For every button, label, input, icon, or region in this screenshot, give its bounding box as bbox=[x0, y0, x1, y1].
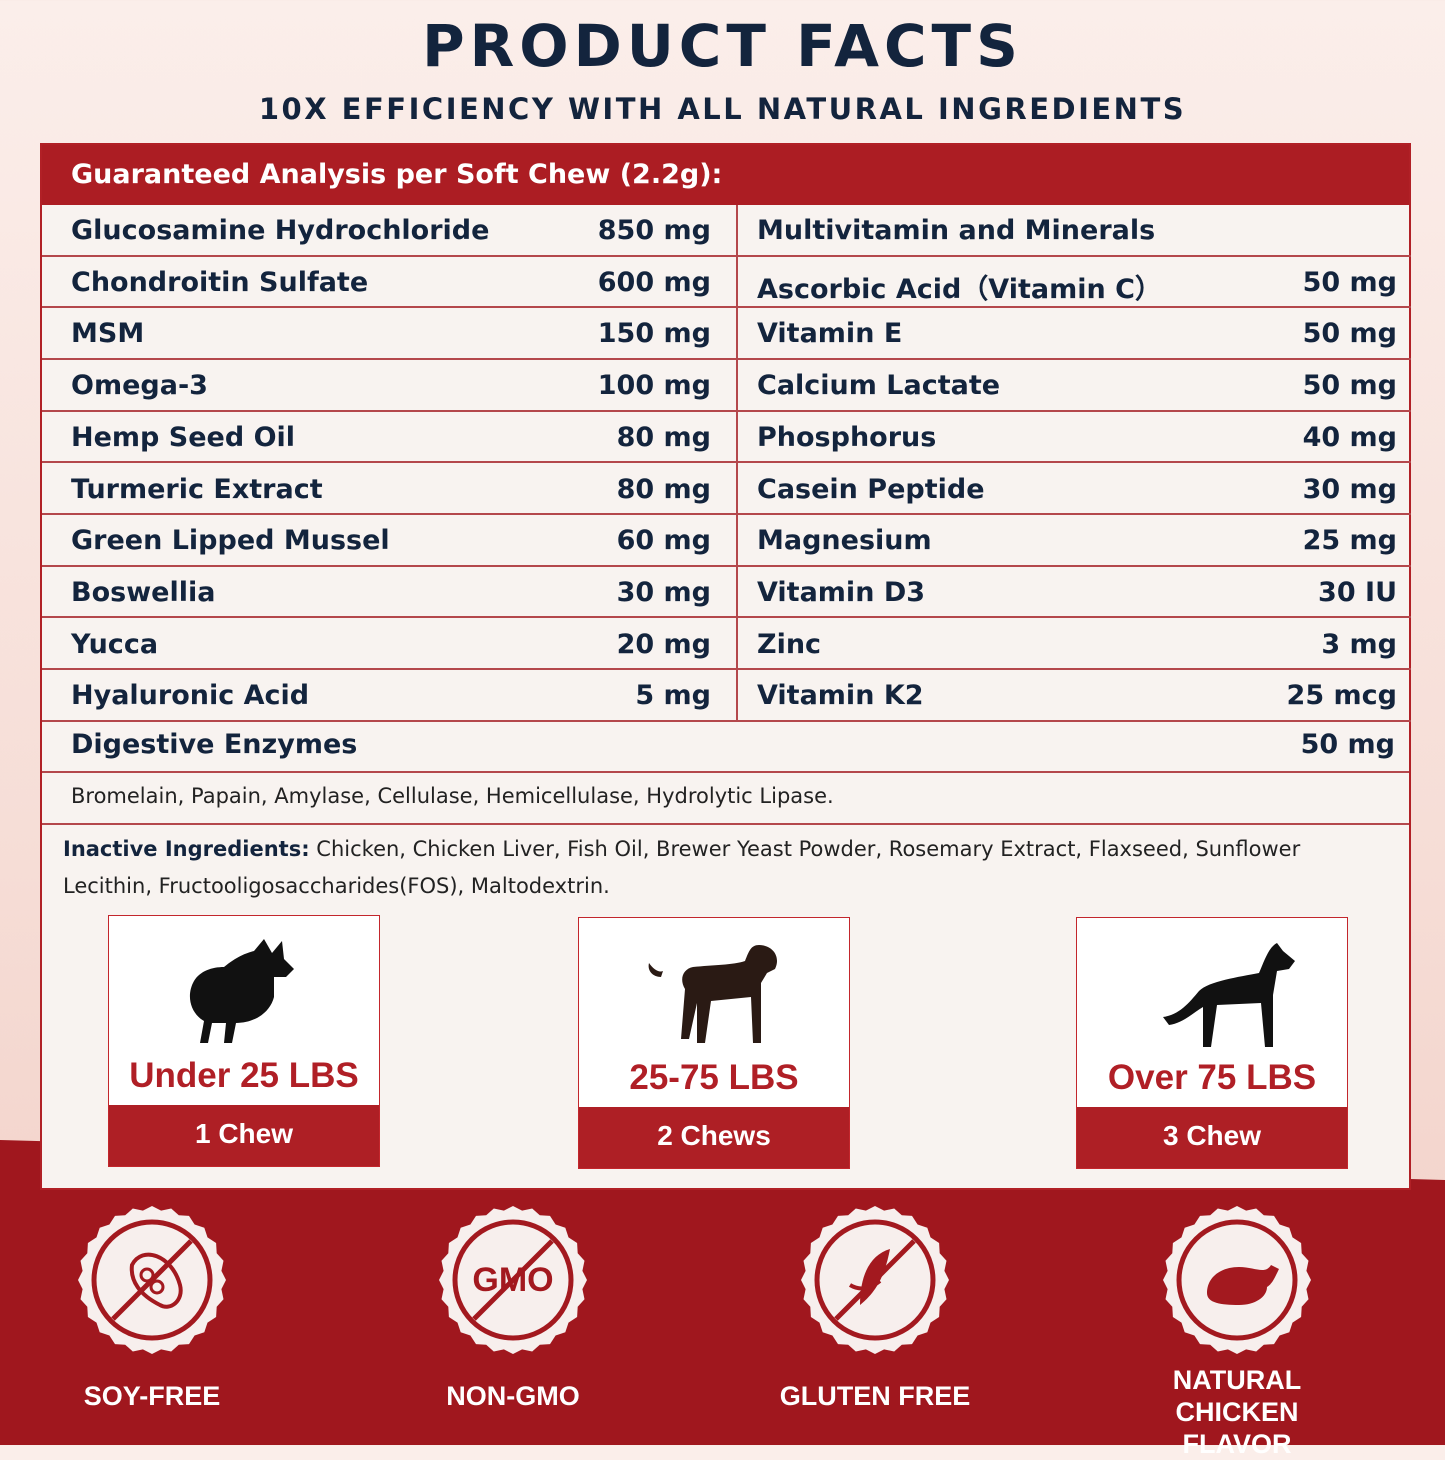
dosage-card-large: Over 75 LBS 3 Chew bbox=[1076, 917, 1348, 1169]
small-dog-icon bbox=[189, 939, 294, 1043]
inactive-text: Chicken, Chicken Liver, Fish Oil, Brewer… bbox=[63, 837, 1301, 898]
right-ingredient-row: Vitamin D3 30 IU bbox=[737, 567, 1411, 619]
large-dog-icon bbox=[1163, 943, 1295, 1047]
dose-label: 3 Chew bbox=[1077, 1107, 1347, 1168]
left-ingredient-row: Hemp Seed Oil 80 mg bbox=[42, 412, 737, 464]
ingredient-name: Vitamin K2 bbox=[757, 680, 924, 712]
badge-label: NATURAL CHICKEN FLAVOR bbox=[1172, 1365, 1302, 1459]
table-heading: Guaranteed Analysis per Soft Chew (2.2g)… bbox=[42, 145, 1409, 205]
ingredient-name: Ascorbic Acid（Vitamin C） bbox=[757, 273, 1162, 305]
no-soy-icon bbox=[78, 1206, 226, 1354]
right-ingredient-row: Calcium Lactate 50 mg bbox=[737, 360, 1411, 412]
ingredient-value: 5 mg bbox=[635, 680, 711, 712]
gmo-icon-text: GMO bbox=[472, 1261, 553, 1299]
weight-label: 25-75 LBS bbox=[629, 1058, 799, 1097]
ingredient-value: 25 mg bbox=[1302, 525, 1397, 557]
dose-label: 1 Chew bbox=[109, 1105, 379, 1166]
enzymes-list: Bromelain, Papain, Amylase, Cellulase, H… bbox=[42, 773, 1409, 825]
ingredient-name: Calcium Lactate bbox=[757, 370, 1001, 402]
inactive-ingredients: Inactive Ingredients: Chicken, Chicken L… bbox=[63, 831, 1363, 905]
right-ingredient-row: Ascorbic Acid（Vitamin C） 50 mg bbox=[737, 257, 1411, 309]
ingredient-name: Vitamin D3 bbox=[757, 576, 926, 608]
ingredient-value: 80 mg bbox=[616, 421, 711, 453]
ingredient-name: Green Lipped Mussel bbox=[71, 525, 390, 557]
ingredient-value: 40 mg bbox=[1302, 421, 1397, 453]
page-subtitle: 10X EFFICIENCY WITH ALL NATURAL INGREDIE… bbox=[258, 92, 1187, 126]
ingredient-value: 50 mg bbox=[1302, 318, 1397, 350]
right-ingredient-row: Magnesium 25 mg bbox=[737, 515, 1411, 567]
ingredient-value: 50 mg bbox=[1302, 266, 1397, 298]
dosage-card-small: Under 25 LBS 1 Chew bbox=[108, 915, 380, 1167]
page-title: PRODUCT FACTS bbox=[422, 12, 1023, 80]
ingredient-name: Casein Peptide bbox=[757, 473, 985, 505]
left-ingredient-row: MSM 150 mg bbox=[42, 308, 737, 360]
right-ingredient-row: Phosphorus 40 mg bbox=[737, 412, 1411, 464]
no-gluten-icon bbox=[801, 1206, 949, 1354]
left-ingredient-row: Chondroitin Sulfate 600 mg bbox=[42, 257, 737, 309]
left-ingredient-row: Turmeric Extract 80 mg bbox=[42, 464, 737, 516]
ingredient-name: Hyaluronic Acid bbox=[71, 680, 310, 712]
right-ingredient-row: Zinc 3 mg bbox=[737, 619, 1411, 671]
badge-label: NON-GMO bbox=[446, 1381, 580, 1411]
ingredient-name: Turmeric Extract bbox=[71, 473, 323, 505]
ingredient-value: 50 mg bbox=[1300, 729, 1395, 760]
ingredient-value: 30 IU bbox=[1318, 576, 1397, 608]
weight-label: Over 75 LBS bbox=[1107, 1058, 1317, 1097]
ingredient-value: 600 mg bbox=[597, 266, 711, 298]
ingredient-value: 50 mg bbox=[1302, 370, 1397, 402]
left-ingredient-row: Omega-3 100 mg bbox=[42, 360, 737, 412]
ingredient-name: Yucca bbox=[71, 628, 159, 660]
ingredient-value: 150 mg bbox=[597, 318, 711, 350]
guaranteed-analysis-table: Guaranteed Analysis per Soft Chew (2.2g)… bbox=[40, 143, 1411, 1190]
ingredient-value: 100 mg bbox=[597, 370, 711, 402]
ingredient-value: 30 mg bbox=[1302, 473, 1397, 505]
ingredient-name: Digestive Enzymes bbox=[71, 729, 358, 760]
right-ingredient-row: Multivitamin and Minerals bbox=[737, 205, 1411, 257]
ingredient-name: Omega-3 bbox=[71, 370, 208, 402]
left-ingredient-row: Hyaluronic Acid 5 mg bbox=[42, 670, 737, 722]
ingredient-value: 60 mg bbox=[616, 525, 711, 557]
column-divider bbox=[736, 205, 738, 722]
digestive-enzymes-row: Digestive Enzymes 50 mg bbox=[42, 722, 1409, 773]
ingredient-value: 80 mg bbox=[616, 473, 711, 505]
right-ingredient-row: Vitamin K2 25 mcg bbox=[737, 670, 1411, 722]
ingredient-name: Magnesium bbox=[757, 525, 932, 557]
ingredient-name: Phosphorus bbox=[757, 421, 937, 453]
ingredient-name: Boswellia bbox=[71, 576, 216, 608]
weight-label: Under 25 LBS bbox=[129, 1056, 359, 1095]
ingredient-name: Zinc bbox=[757, 628, 822, 660]
inactive-label: Inactive Ingredients: bbox=[63, 837, 310, 861]
left-ingredient-row: Glucosamine Hydrochloride 850 mg bbox=[42, 205, 737, 257]
ingredient-name: Multivitamin and Minerals bbox=[757, 215, 1156, 246]
left-ingredient-row: Yucca 20 mg bbox=[42, 619, 737, 671]
left-ingredient-row: Green Lipped Mussel 60 mg bbox=[42, 515, 737, 567]
dosage-card-medium: 25-75 LBS 2 Chews bbox=[578, 917, 850, 1169]
ingredient-value: 25 mcg bbox=[1286, 680, 1397, 712]
ingredient-value: 850 mg bbox=[597, 215, 711, 246]
right-ingredient-row: Casein Peptide 30 mg bbox=[737, 464, 1411, 516]
badge-label: GLUTEN FREE bbox=[779, 1381, 971, 1411]
chicken-icon bbox=[1163, 1206, 1311, 1354]
ingredient-value: 3 mg bbox=[1321, 628, 1397, 660]
ingredient-name: Hemp Seed Oil bbox=[71, 421, 296, 453]
ingredient-name: MSM bbox=[71, 318, 145, 350]
medium-dog-icon bbox=[648, 945, 778, 1043]
ingredient-name: Vitamin E bbox=[757, 318, 903, 350]
left-ingredient-row: Boswellia 30 mg bbox=[42, 567, 737, 619]
ingredient-value: 30 mg bbox=[616, 576, 711, 608]
dose-label: 2 Chews bbox=[579, 1107, 849, 1168]
right-ingredient-row: Vitamin E 50 mg bbox=[737, 308, 1411, 360]
ingredient-name: Glucosamine Hydrochloride bbox=[71, 215, 490, 246]
no-gmo-icon: GMO bbox=[439, 1206, 587, 1354]
ingredient-value: 20 mg bbox=[616, 628, 711, 660]
badge-label: SOY-FREE bbox=[83, 1381, 221, 1411]
ingredient-name: Chondroitin Sulfate bbox=[71, 266, 369, 298]
